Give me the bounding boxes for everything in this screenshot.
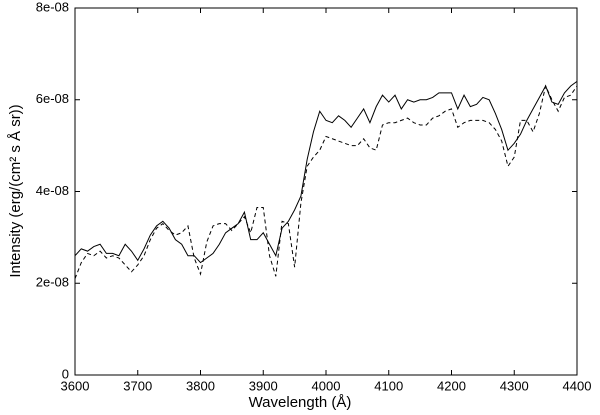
- x-tick-label: 3800: [186, 378, 215, 393]
- x-tick-label: 4300: [500, 378, 529, 393]
- data-line: [74, 80, 578, 264]
- x-tick-label: 4000: [312, 378, 341, 393]
- y-tick-label: 6e-08: [36, 91, 69, 106]
- x-axis-label: Wavelength (Å): [249, 394, 352, 411]
- y-tick-label: 0: [62, 366, 69, 381]
- y-axis-label: Intensity (erg/(cm² s Å sr)): [7, 104, 24, 277]
- y-tick-label: 2e-08: [36, 275, 69, 290]
- y-tick-label: 4e-08: [36, 183, 69, 198]
- x-tick-label: 4200: [437, 378, 466, 393]
- x-tick-label: 4100: [374, 378, 403, 393]
- plot-frame: [74, 7, 578, 376]
- x-tick-label: 3900: [249, 378, 278, 393]
- x-tick-label: 4400: [563, 378, 592, 393]
- x-tick-label: 3600: [61, 378, 90, 393]
- y-tick-label: 8e-08: [36, 0, 69, 14]
- data-line: [74, 84, 578, 279]
- x-tick-label: 3700: [123, 378, 152, 393]
